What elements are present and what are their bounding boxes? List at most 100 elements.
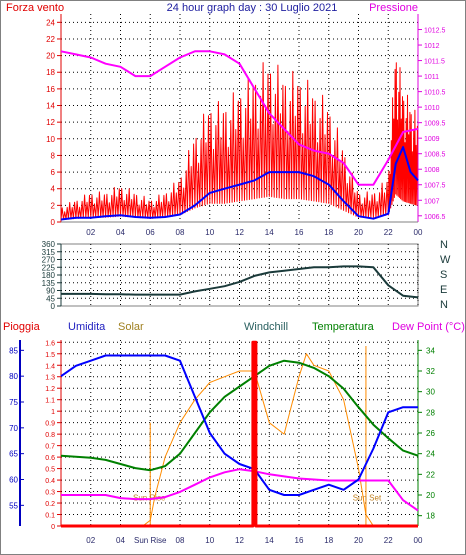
bottom-x-tick-label: 12 — [235, 536, 244, 545]
top-x-tick-label: 14 — [265, 228, 274, 237]
label-dew: Dew Point (°C) — [392, 321, 465, 333]
hum-tick-label: 85 — [9, 346, 18, 355]
dir-tick-label: 360 — [42, 240, 56, 249]
hum-tick-label: 75 — [9, 398, 18, 407]
rain-tick-label: 0.3 — [45, 490, 55, 497]
temp-tick-label: 34 — [426, 346, 435, 355]
rain-tick-label: 0.6 — [45, 455, 55, 462]
rain-tick-label: 0.2 — [45, 501, 55, 508]
bottom-x-tick-label: 18 — [324, 536, 333, 545]
top-x-tick-label: 04 — [116, 228, 125, 237]
top-left-tick-label: 4 — [51, 185, 56, 194]
temp-tick-label: 30 — [426, 388, 435, 397]
bottom-x-tick-label: 10 — [205, 536, 214, 545]
rain-tick-label: 0.9 — [45, 421, 55, 428]
series-direction-line — [61, 265, 419, 299]
top-right-tick-label: 1012 — [424, 43, 440, 50]
top-left-tick-label: 16 — [46, 85, 55, 94]
bottom-x-tick-label: 16 — [295, 536, 304, 545]
top-left-tick-label: 8 — [51, 151, 56, 160]
top-right-tick-label: 1006.5 — [424, 214, 446, 221]
bottom-x-tick-label: 08 — [176, 536, 185, 545]
top-title: 24 hour graph day : 30 Luglio 2021 — [167, 2, 338, 14]
top-left-tick-label: 22 — [46, 35, 55, 44]
label-windchill: Windchill — [244, 321, 288, 333]
temperature-humidity-panel: 55 60 65 70 75 80 85 0 0.1 0.2 0.3 0.4 0.5 0.6 0.7 0.8 0… — [9, 340, 435, 545]
rain-tick-label: 1.2 — [45, 386, 55, 393]
top-x-tick-label: 08 — [176, 228, 185, 237]
dir-letter-n2: N — [440, 299, 448, 311]
rain-tick-label: 0.4 — [45, 478, 55, 485]
rain-tick-label: 1 — [51, 409, 55, 416]
top-x-tick-label: 06 — [146, 228, 155, 237]
hum-tick-label: 80 — [9, 372, 18, 381]
top-right-tick-label: 1008 — [424, 167, 440, 174]
top-left-tick-label: 20 — [46, 52, 55, 61]
rain-tick-label: 0.7 — [45, 444, 55, 451]
top-left-tick-label: 18 — [46, 68, 55, 77]
rain-tick-label: 1.4 — [45, 363, 55, 370]
rain-tick-label: 1.3 — [45, 375, 55, 382]
top-left-tick-label: 6 — [51, 168, 56, 177]
top-x-tick-label: 16 — [295, 228, 304, 237]
rain-tick-label: 1.5 — [45, 352, 55, 359]
label-rain: Pioggia — [3, 321, 41, 333]
series-pressure-line — [60, 50, 419, 186]
top-left-tick-label: 12 — [46, 118, 55, 127]
series-solar-line — [61, 353, 418, 527]
top-left-tick-label: 0 — [51, 218, 56, 227]
dir-tick-label: 270 — [42, 256, 56, 265]
bottom-x-tick-label: 04 — [116, 536, 125, 545]
top-right-tick-label: 1010.5 — [424, 90, 446, 97]
rain-tick-label: 0.1 — [45, 513, 55, 520]
hum-tick-label: 70 — [9, 424, 18, 433]
top-left-tick-label: 24 — [46, 18, 55, 27]
temp-tick-label: 28 — [426, 408, 435, 417]
bottom-x-tick-label: 20 — [354, 536, 363, 545]
top-left-tick-label: 14 — [46, 102, 55, 111]
rain-tick-label: 0 — [51, 524, 55, 531]
top-x-tick-label: 22 — [384, 228, 393, 237]
top-right-tick-label: 1012.5 — [424, 28, 446, 35]
bottom-x-tick-label: 02 — [86, 536, 95, 545]
top-x-tick-label: 02 — [86, 228, 95, 237]
top-right-tick-label: 1011.5 — [424, 59, 445, 66]
temp-tick-label: 26 — [426, 429, 435, 438]
top-x-tick-label: 18 — [324, 228, 333, 237]
series-wind-line — [60, 62, 418, 220]
hum-tick-label: 60 — [9, 476, 18, 485]
top-right-tick-label: 1007.5 — [424, 183, 446, 190]
label-solar: Solar — [118, 321, 144, 333]
dir-tick-label: 315 — [42, 248, 56, 257]
dir-tick-label: 135 — [42, 279, 56, 288]
dir-tick-label: 90 — [46, 287, 55, 296]
top-right-tick-label: 1007 — [424, 198, 440, 205]
hum-tick-label: 65 — [9, 450, 18, 459]
temp-tick-label: 24 — [426, 450, 435, 459]
top-x-tick-label: 10 — [205, 228, 214, 237]
temp-tick-label: 32 — [426, 367, 435, 376]
top-right-tick-label: 1011 — [424, 74, 439, 81]
dir-letter-w: W — [440, 254, 451, 266]
rain-tick-label: 0.8 — [45, 432, 55, 439]
dir-letter-n: N — [440, 239, 448, 251]
dir-tick-label: 180 — [42, 271, 56, 280]
label-temp: Temperatura — [312, 321, 375, 333]
bottom-x-tick-label: 00 — [414, 536, 423, 545]
series-temperature-line — [60, 359, 419, 472]
dir-tick-label: 225 — [42, 263, 56, 272]
rain-tick-label: 1.6 — [45, 340, 55, 347]
hum-tick-label: 55 — [9, 501, 18, 510]
wind-pressure-panel: 0246810121416182022241006.510071007.5100… — [46, 14, 446, 237]
top-right-tick-label: 1009.5 — [424, 121, 446, 128]
dir-tick-label: 0 — [51, 302, 56, 311]
top-right-tick-label: 1009 — [424, 136, 440, 143]
top-x-tick-label: 20 — [354, 228, 363, 237]
series-avg-line — [60, 146, 419, 221]
series-humidity-line — [60, 354, 418, 496]
series-rain-line — [61, 340, 418, 528]
bottom-x-tick-label: 22 — [384, 536, 393, 545]
rain-tick-label: 1.1 — [45, 398, 55, 405]
